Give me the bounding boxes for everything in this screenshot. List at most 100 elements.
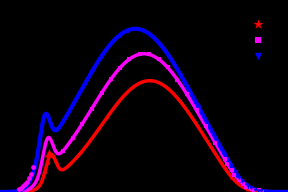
Point — [89, 107, 94, 110]
Point — [99, 55, 104, 58]
Point — [25, 180, 29, 183]
Point — [79, 123, 84, 126]
Point — [225, 162, 230, 166]
Point — [211, 148, 215, 151]
Point — [169, 59, 174, 62]
Point — [54, 161, 58, 164]
Point — [159, 82, 163, 85]
Point — [252, 189, 257, 192]
Point — [167, 87, 171, 90]
Point — [126, 29, 130, 32]
Point — [213, 142, 217, 145]
Point — [238, 183, 242, 186]
Point — [222, 167, 227, 170]
Point — [185, 92, 190, 95]
Point — [175, 78, 179, 81]
Point — [139, 80, 144, 83]
Point — [249, 186, 254, 189]
Point — [226, 158, 230, 161]
Point — [46, 161, 50, 164]
Point — [82, 84, 86, 87]
Point — [220, 162, 224, 166]
Point — [118, 34, 122, 37]
Point — [21, 185, 25, 188]
Point — [175, 97, 180, 100]
Point — [43, 171, 47, 174]
Point — [148, 80, 153, 83]
Point — [248, 189, 253, 192]
Point — [236, 179, 241, 182]
Point — [229, 168, 234, 171]
Point — [45, 114, 49, 117]
Point — [73, 99, 78, 102]
Point — [37, 137, 42, 141]
Point — [42, 115, 46, 118]
Point — [87, 140, 92, 143]
Point — [254, 190, 258, 192]
Point — [256, 190, 261, 192]
Point — [194, 108, 199, 111]
Point — [223, 152, 228, 156]
Point — [109, 77, 113, 80]
Point — [184, 108, 189, 111]
Point — [31, 166, 35, 169]
Point — [122, 94, 126, 97]
Point — [245, 184, 250, 187]
Point — [43, 143, 47, 146]
Point — [223, 157, 228, 160]
Point — [105, 116, 109, 119]
Point — [35, 177, 39, 180]
Point — [214, 137, 219, 140]
Point — [91, 69, 95, 72]
Point — [240, 182, 245, 185]
Point — [19, 186, 23, 189]
Point — [203, 125, 208, 128]
Point — [131, 85, 136, 88]
Point — [63, 115, 68, 118]
Point — [108, 43, 112, 46]
Point — [138, 53, 142, 56]
Point — [196, 104, 201, 108]
Point — [204, 121, 209, 124]
Point — [179, 74, 183, 77]
Point — [27, 177, 31, 180]
Point — [17, 188, 21, 191]
Point — [256, 22, 261, 26]
Point — [187, 89, 192, 92]
Point — [114, 103, 119, 106]
Point — [56, 127, 60, 130]
Point — [233, 180, 238, 183]
Point — [50, 154, 55, 157]
Point — [118, 66, 122, 69]
Point — [256, 189, 261, 192]
Point — [79, 151, 84, 154]
Point — [69, 161, 73, 164]
Point — [23, 183, 27, 186]
Point — [226, 171, 230, 174]
Point — [70, 136, 75, 139]
Point — [96, 127, 101, 131]
Point — [100, 92, 104, 95]
Point — [237, 176, 242, 179]
Point — [47, 136, 52, 139]
Point — [51, 144, 56, 147]
Point — [127, 57, 132, 60]
Point — [256, 54, 261, 57]
Point — [47, 152, 51, 155]
Point — [257, 189, 262, 192]
Point — [39, 162, 43, 165]
Point — [249, 187, 253, 190]
Point — [241, 186, 246, 189]
Point — [146, 53, 151, 56]
Point — [33, 161, 38, 164]
Point — [49, 125, 53, 128]
Point — [157, 57, 161, 60]
Point — [234, 170, 238, 174]
Point — [259, 190, 264, 192]
Point — [232, 174, 237, 177]
Point — [48, 153, 53, 156]
Point — [256, 39, 261, 42]
Point — [253, 188, 257, 191]
Point — [134, 27, 139, 30]
Point — [244, 185, 249, 188]
